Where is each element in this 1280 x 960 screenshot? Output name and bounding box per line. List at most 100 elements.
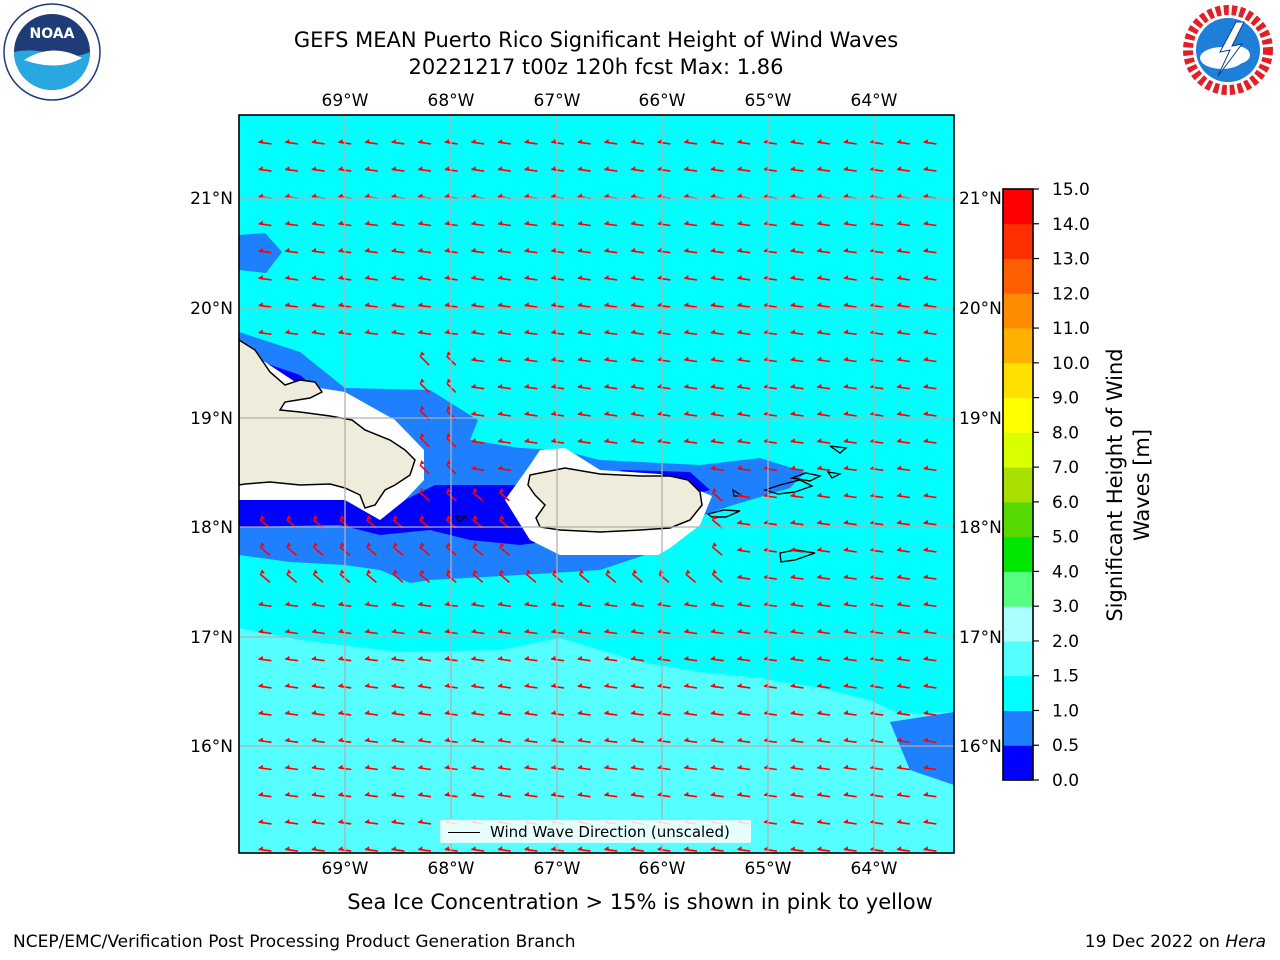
wave-arrow (843, 846, 857, 852)
wave-arrow (418, 764, 432, 771)
wave-arrow (418, 220, 432, 227)
wave-arrow (418, 846, 432, 852)
wave-arrow (737, 383, 751, 390)
wave-arrow (843, 737, 857, 744)
wave-arrow (497, 329, 511, 336)
wave-arrow (817, 601, 831, 608)
wave-arrow (790, 411, 804, 417)
wave-arrow (285, 628, 299, 635)
wave-arrow (817, 220, 831, 227)
wave-arrow (630, 275, 644, 281)
wave-arrow (497, 411, 511, 417)
footer-left-credit: NCEP/EMC/Verification Post Processing Pr… (13, 932, 576, 952)
wave-arrow (657, 275, 671, 281)
wave-arrow (817, 302, 831, 308)
wave-arrow (896, 492, 910, 499)
wave-arrow (286, 569, 298, 583)
wave-arrow (258, 846, 272, 852)
colorbar-tick-label: 13.0 (1052, 250, 1090, 270)
colorbar: 0.0 0.5 1.0 1.5 2.0 3.0 4.0 5.0 6.0 7.0 8.0 9.0 10.0… (1002, 180, 1090, 791)
wave-arrow (418, 275, 432, 281)
lat-label-left: 18°N (190, 518, 233, 538)
wave-arrow (471, 683, 485, 689)
wave-arrow (817, 547, 831, 553)
wave-arrow (657, 411, 671, 417)
wave-arrow (311, 275, 325, 281)
colorbar-tick-label: 14.0 (1052, 215, 1090, 235)
wave-arrow (418, 791, 432, 798)
wave-arrow (630, 139, 644, 145)
wave-arrow (843, 220, 857, 227)
wave-arrow (604, 655, 618, 662)
wave-arrow (843, 383, 857, 390)
wave-arrow (896, 683, 910, 689)
lat-label-left: 20°N (190, 299, 233, 319)
wave-arrow (471, 356, 485, 363)
wave-arrow (524, 601, 538, 608)
wave-arrow (497, 628, 511, 635)
wave-arrow (604, 166, 618, 172)
wave-arrow (630, 683, 644, 689)
wave-arrow (392, 569, 404, 583)
wave-arrow (923, 166, 937, 172)
wave-arrow (790, 574, 804, 580)
wave-arrow (711, 487, 723, 502)
wave-arrow (684, 247, 698, 254)
colorbar-segment (1003, 536, 1033, 572)
wave-arrow (923, 628, 937, 635)
wave-arrow (923, 465, 937, 472)
wave-arrow (497, 601, 511, 608)
wave-arrow (923, 819, 937, 825)
wave-arrow (604, 139, 618, 145)
wave-arrow (258, 819, 272, 825)
wave-arrow (790, 710, 804, 716)
colorbar-tick-label: 0.0 (1052, 771, 1079, 791)
wave-arrow (418, 737, 432, 744)
wave-arrow (604, 737, 618, 744)
wave-arrow (790, 220, 804, 227)
wave-arrow (497, 438, 511, 444)
wave-arrow (710, 275, 724, 281)
wave-arrow (896, 329, 910, 336)
wave-arrow (737, 710, 751, 716)
wave-arrow (419, 542, 431, 556)
colorbar-segment (1003, 640, 1033, 677)
wave-arrow (285, 737, 299, 744)
colorbar-segment (1003, 606, 1033, 642)
wave-arrow (364, 764, 378, 771)
colorbar-tick-label: 15.0 (1052, 180, 1090, 200)
wave-arrow (817, 764, 831, 771)
wave-arrow (923, 438, 937, 444)
lat-label-right: 16°N (959, 737, 1002, 757)
wave-arrow (604, 438, 618, 444)
land-hispaniola (239, 339, 416, 509)
wave-arrow (577, 139, 591, 145)
colorbar-tick-label: 10.0 (1052, 354, 1090, 374)
wave-arrow (896, 710, 910, 716)
wave-arrow (843, 547, 857, 553)
wave-arrow (364, 791, 378, 798)
wave-arrow (684, 383, 698, 390)
wave-arrow (258, 329, 272, 336)
wave-arrow (311, 601, 325, 608)
wave-arrow (737, 465, 751, 472)
wave-arrow (471, 710, 485, 716)
wave-arrow (391, 655, 405, 662)
wave-arrow (817, 519, 831, 526)
wave-arrow (577, 601, 591, 608)
wave-arrow (418, 139, 432, 145)
colorbar-tick-label: 1.5 (1052, 667, 1079, 687)
wave-arrow (391, 683, 405, 689)
wave-arrow (790, 139, 804, 145)
wave-arrow (471, 166, 485, 172)
wave-arrow (923, 846, 937, 852)
wave-arrow (923, 574, 937, 580)
wave-arrow (630, 302, 644, 308)
lat-label-right: 19°N (959, 409, 1002, 429)
wave-arrow (737, 628, 751, 635)
wave-arrow (923, 710, 937, 716)
wave-arrow (657, 329, 671, 336)
lon-label-bottom: 66°W (639, 859, 686, 879)
noaa-logo-text: NOAA (30, 26, 75, 42)
wave-arrow (471, 247, 485, 254)
